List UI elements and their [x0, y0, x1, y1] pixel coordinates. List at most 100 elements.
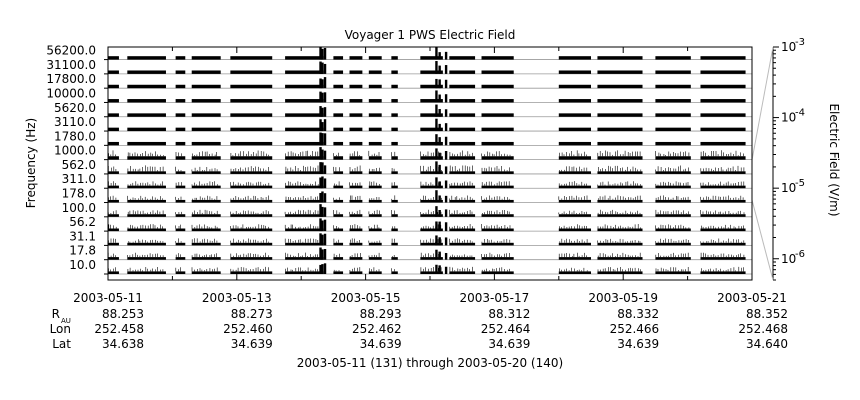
- data-segment: [449, 99, 476, 103]
- data-segment: [285, 171, 324, 174]
- data-segment: [108, 84, 119, 89]
- data-segment: [230, 199, 273, 203]
- noise-trace: [481, 224, 511, 229]
- burst-spike: [323, 207, 327, 217]
- ephemeris-value: 34.640: [746, 337, 788, 351]
- y-tick-label: 56.2: [69, 215, 96, 229]
- noise-trace: [391, 238, 395, 243]
- data-segment: [597, 70, 643, 74]
- data-segment: [558, 271, 591, 274]
- data-segment: [127, 70, 166, 74]
- data-segment: [333, 99, 344, 103]
- data-segment: [285, 99, 324, 103]
- data-segment: [230, 127, 273, 132]
- data-segment: [108, 214, 119, 217]
- y2-tick-label: 10: [781, 111, 796, 125]
- data-segment: [230, 99, 273, 103]
- data-segment: [285, 84, 324, 89]
- data-segment: [191, 171, 221, 174]
- data-segment: [558, 99, 591, 103]
- data-segment: [175, 214, 186, 217]
- noise-trace: [449, 181, 473, 186]
- data-segment: [597, 185, 643, 189]
- burst-spike: [444, 180, 448, 189]
- data-segment: [597, 113, 643, 117]
- data-segment: [655, 84, 691, 89]
- burst-spike: [321, 92, 324, 103]
- data-segment: [391, 185, 398, 189]
- data-segment: [449, 113, 476, 117]
- data-segment: [191, 156, 221, 160]
- data-segment: [127, 99, 166, 103]
- data-segment: [108, 271, 119, 274]
- data-segment: [108, 156, 119, 160]
- burst-spike: [319, 162, 322, 174]
- data-segment: [597, 214, 643, 217]
- data-segment: [391, 113, 398, 117]
- noise-trace: [449, 238, 473, 243]
- noise-trace: [175, 196, 182, 200]
- data-segment: [175, 242, 186, 246]
- burst-spike: [444, 195, 448, 203]
- data-segment: [285, 70, 324, 74]
- data-segment: [230, 156, 273, 160]
- ephemeris-label: Lat: [52, 337, 71, 351]
- noise-trace: [191, 166, 218, 172]
- burst-spike: [323, 165, 327, 174]
- data-segment: [481, 156, 514, 160]
- noise-trace: [333, 197, 340, 200]
- ephemeris-value: 252.464: [481, 322, 531, 336]
- data-segment: [349, 70, 363, 74]
- noise-trace: [127, 165, 164, 172]
- data-segment: [597, 84, 643, 89]
- noise-trace: [559, 224, 587, 229]
- noise-trace: [597, 252, 641, 258]
- y-tick-label: 56200.0: [46, 44, 96, 58]
- data-segment: [597, 228, 643, 232]
- data-segment: [127, 84, 166, 89]
- data-segment: [655, 99, 691, 103]
- data-segment: [349, 156, 363, 160]
- data-segment: [349, 84, 363, 89]
- data-segment: [349, 56, 363, 60]
- data-segment: [449, 127, 476, 132]
- noise-trace: [285, 150, 321, 157]
- burst-spike: [319, 61, 322, 74]
- ephemeris-value: 88.352: [746, 307, 788, 321]
- data-segment: [368, 141, 382, 146]
- data-segment: [285, 271, 324, 274]
- data-segment: [349, 199, 363, 203]
- burst-spike: [323, 77, 327, 89]
- data-segment: [230, 271, 273, 274]
- data-segment: [481, 199, 514, 203]
- noise-trace: [655, 238, 689, 243]
- y-tick-label: 3110.0: [54, 115, 96, 129]
- noise-trace: [349, 151, 360, 157]
- data-segment: [481, 99, 514, 103]
- data-segment: [175, 56, 186, 60]
- data-segment: [108, 127, 119, 132]
- burst-spike: [319, 264, 322, 274]
- noise-trace: [333, 152, 339, 157]
- burst-spike: [321, 133, 324, 146]
- data-segment: [558, 56, 591, 60]
- burst-spike: [435, 118, 438, 132]
- data-segment: [368, 242, 382, 246]
- data-segment: [597, 171, 643, 174]
- noise-trace: [127, 267, 164, 272]
- burst-spike: [319, 132, 322, 146]
- noise-trace: [559, 150, 587, 157]
- y-tick-label: 562.0: [62, 158, 96, 172]
- ephemeris-value: 252.458: [94, 322, 144, 336]
- data-segment: [127, 141, 166, 146]
- data-segment: [655, 257, 691, 260]
- noise-trace: [368, 224, 380, 229]
- data-segment: [333, 214, 344, 217]
- ephemeris-value: 252.462: [352, 322, 402, 336]
- data-segment: [700, 242, 746, 246]
- burst-spike: [435, 148, 438, 160]
- data-segment: [420, 242, 443, 246]
- noise-trace: [284, 209, 321, 215]
- noise-trace: [349, 267, 361, 272]
